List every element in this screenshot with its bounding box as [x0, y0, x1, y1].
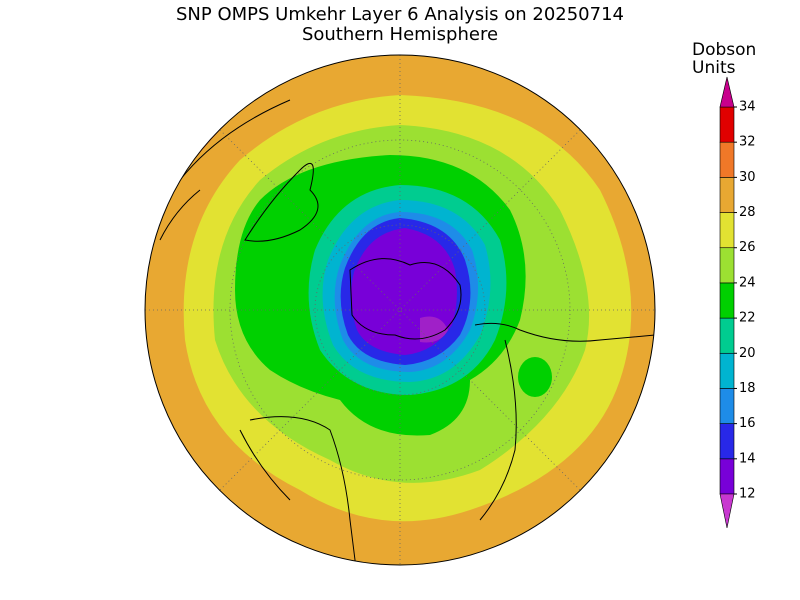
coastline	[244, 162, 319, 242]
colorbar-tick-label: 26	[739, 240, 756, 255]
colorbar-tick-label: 24	[739, 275, 756, 290]
colorbar-tick-label: 34	[739, 100, 756, 115]
colorbar-segment	[719, 177, 735, 213]
colorbar-segment	[719, 212, 735, 249]
colorbar-tick-label: 20	[739, 346, 756, 361]
title: SNP OMPS Umkehr Layer 6 Analysis on 2025…	[176, 4, 624, 25]
colorbar-segment	[719, 106, 735, 143]
colorbar-tick-label: 22	[739, 311, 756, 326]
colorbar-tick-label: 28	[739, 205, 756, 220]
coastline	[249, 416, 361, 565]
colorbar-under	[719, 493, 735, 529]
colorbar-segment	[719, 352, 735, 389]
colorbar-segment	[719, 317, 735, 354]
contour	[420, 316, 448, 343]
colorbar-segment	[719, 282, 735, 319]
colorbar-segment	[719, 141, 735, 178]
contour	[518, 357, 552, 397]
colorbar-segment	[719, 247, 735, 284]
colorbar-tick-label: 30	[739, 170, 756, 185]
colorbar-segment	[719, 388, 735, 424]
colorbar-label: Units	[692, 58, 736, 78]
colorbar-over	[719, 76, 735, 108]
colorbar-tick-label: 16	[739, 416, 756, 431]
coastline	[239, 429, 291, 501]
colorbar: 12 14 16 18 20 22 24 26 28 30 32 34	[719, 76, 756, 529]
colorbar-segment	[719, 458, 735, 495]
coastline	[349, 258, 462, 340]
colorbar-tick-label: 12	[739, 487, 756, 502]
colorbar-label: Dobson	[692, 40, 756, 60]
coastline	[474, 322, 655, 342]
ozone-map	[145, 55, 655, 565]
coastline	[159, 99, 291, 241]
subtitle: Southern Hemisphere	[302, 24, 498, 45]
map-border	[144, 54, 656, 566]
colorbar-segment	[719, 423, 735, 460]
colorbar-tick-label: 14	[739, 451, 756, 466]
coastline	[479, 339, 517, 521]
colorbar-tick-label: 32	[739, 135, 756, 150]
colorbar-tick-label: 18	[739, 381, 756, 396]
